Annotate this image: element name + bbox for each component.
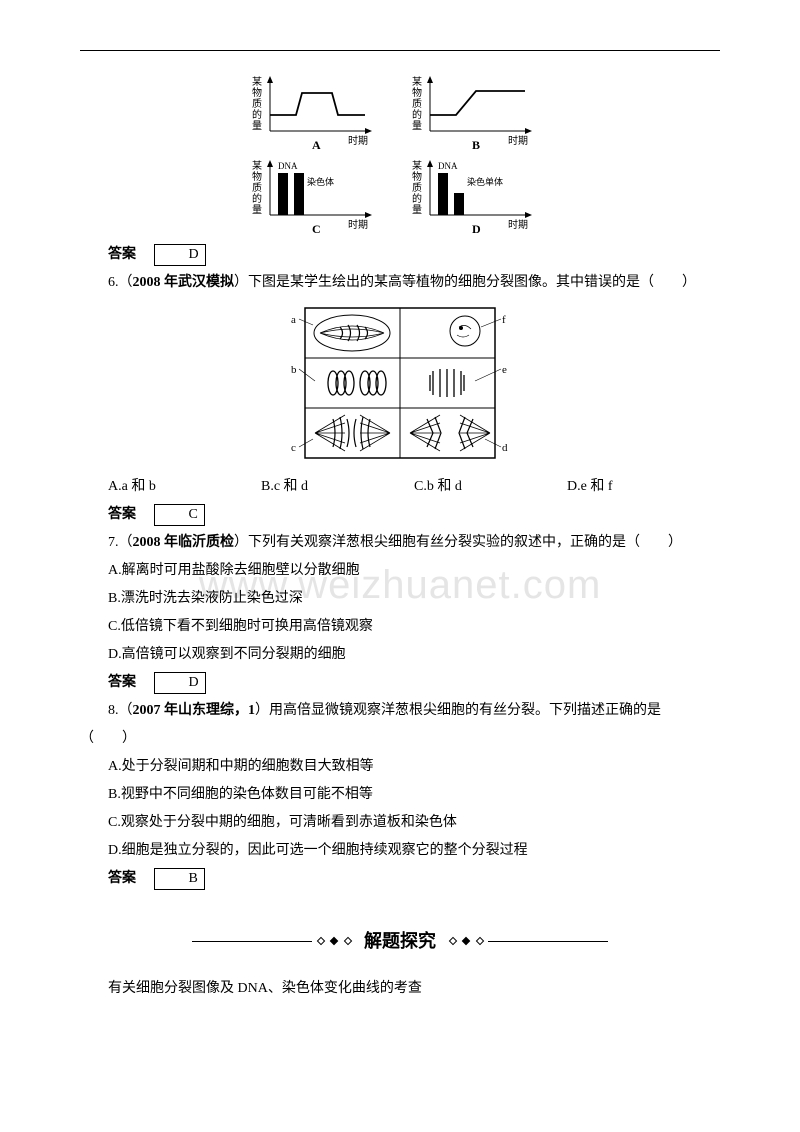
diamond-icon <box>448 937 456 945</box>
q7-option-a: A.解离时可用盐酸除去细胞壁以分散细胞 <box>80 557 720 585</box>
q6-cell-diagram: a b c f e d <box>80 303 720 463</box>
svg-text:质: 质 <box>252 182 262 194</box>
q7-option-c: C.低倍镜下看不到细胞时可换用高倍镜观察 <box>80 613 720 641</box>
q8-answer-box: B <box>154 868 205 890</box>
svg-text:某: 某 <box>252 76 262 88</box>
svg-text:物: 物 <box>412 86 422 99</box>
diamond-icon <box>330 937 338 945</box>
chart-panel-a: 某 物 质 的 量 时期 A <box>250 71 390 151</box>
svg-text:的: 的 <box>252 192 262 205</box>
q8-source: 2007 年山东理综，1 <box>133 703 256 718</box>
q8-prefix: 8.（ <box>108 703 133 718</box>
svg-text:物: 物 <box>252 170 262 183</box>
q7-option-b: B.漂洗时洗去染液防止染色过深 <box>80 585 720 613</box>
answer-label: 答案 <box>108 507 136 522</box>
svg-text:量: 量 <box>412 204 422 216</box>
q6-option-b: B.c 和 d <box>261 473 414 501</box>
q6-answer-line: 答案 C <box>80 501 720 529</box>
q6-answer-box: C <box>154 504 205 526</box>
divider-line-right <box>488 941 608 942</box>
svg-text:质: 质 <box>252 98 262 110</box>
q5-answer-line: 答案 D <box>80 241 720 269</box>
diamond-icon <box>316 937 324 945</box>
svg-text:物: 物 <box>252 86 262 99</box>
svg-text:a: a <box>291 314 296 326</box>
svg-text:质: 质 <box>412 182 422 194</box>
q6-prefix: 6.（ <box>108 275 133 290</box>
q5-answer-box: D <box>154 244 206 266</box>
chart-panel-c: 某 物 质 的 量 DNA 染色体 时期 C <box>250 155 390 235</box>
svg-text:时期: 时期 <box>508 219 528 231</box>
q7-stem: 7.（2008 年临沂质检）下列有关观察洋葱根尖细胞有丝分裂实验的叙述中，正确的… <box>80 529 720 557</box>
q7-answer-line: 答案 D <box>80 669 720 697</box>
q7-prefix: 7.（ <box>108 535 133 550</box>
q8-option-d: D.细胞是独立分裂的，因此可选一个细胞持续观察它的整个分裂过程 <box>80 837 720 865</box>
svg-text:某: 某 <box>412 160 422 172</box>
diamond-icon <box>475 937 483 945</box>
footer-text: 有关细胞分裂图像及 DNA、染色体变化曲线的考查 <box>80 975 720 1003</box>
svg-text:时期: 时期 <box>348 135 368 147</box>
svg-text:染色体: 染色体 <box>307 176 334 187</box>
svg-text:量: 量 <box>252 204 262 216</box>
svg-text:物: 物 <box>412 170 422 183</box>
diamond-icon <box>462 937 470 945</box>
q7-suffix: ）下列有关观察洋葱根尖细胞有丝分裂实验的叙述中，正确的是（ ） <box>234 535 682 550</box>
divider-title: 解题探究 <box>364 931 436 951</box>
diamond-icon <box>343 937 351 945</box>
svg-text:B: B <box>472 138 480 151</box>
svg-text:f: f <box>502 314 506 326</box>
q6-option-a: A.a 和 b <box>108 473 261 501</box>
q7-option-d: D.高倍镜可以观察到不同分裂期的细胞 <box>80 641 720 669</box>
chart-panel-b: 某 物 质 的 量 时期 B <box>410 71 550 151</box>
answer-label: 答案 <box>108 871 136 886</box>
svg-text:C: C <box>312 222 321 235</box>
svg-text:的: 的 <box>412 192 422 205</box>
q8-option-a: A.处于分裂间期和中期的细胞数目大致相等 <box>80 753 720 781</box>
svg-text:质: 质 <box>412 98 422 110</box>
q7-source: 2008 年临沂质检 <box>133 535 235 550</box>
q8-stem: 8.（2007 年山东理综，1）用高倍显微镜观察洋葱根尖细胞的有丝分裂。下列描述… <box>80 697 720 753</box>
chart-panel-d: 某 物 质 的 量 DNA 染色单体 时期 D <box>410 155 550 235</box>
svg-text:b: b <box>291 364 297 376</box>
svg-text:DNA: DNA <box>438 161 458 171</box>
svg-text:d: d <box>502 442 508 454</box>
q8-option-c: C.观察处于分裂中期的细胞，可清晰看到赤道板和染色体 <box>80 809 720 837</box>
section-divider: 解题探究 <box>80 923 720 959</box>
svg-text:e: e <box>502 364 507 376</box>
divider-line-left <box>192 941 312 942</box>
svg-text:D: D <box>472 222 481 235</box>
page-top-rule <box>80 50 720 51</box>
svg-text:DNA: DNA <box>278 161 298 171</box>
svg-text:量: 量 <box>412 120 422 132</box>
answer-label: 答案 <box>108 247 136 262</box>
svg-text:时期: 时期 <box>508 135 528 147</box>
q8-option-b: B.视野中不同细胞的染色体数目可能不相等 <box>80 781 720 809</box>
svg-text:c: c <box>291 442 296 454</box>
svg-text:量: 量 <box>252 120 262 132</box>
q7-answer-box: D <box>154 672 206 694</box>
q6-option-d: D.e 和 f <box>567 473 720 501</box>
q6-options: A.a 和 b B.c 和 d C.b 和 d D.e 和 f <box>80 473 720 501</box>
svg-text:某: 某 <box>252 160 262 172</box>
q6-suffix: ）下图是某学生绘出的某高等植物的细胞分裂图像。其中错误的是（ ） <box>234 275 696 290</box>
q6-source: 2008 年武汉模拟 <box>133 275 235 290</box>
svg-text:染色单体: 染色单体 <box>467 176 503 187</box>
q6-option-c: C.b 和 d <box>414 473 567 501</box>
answer-label: 答案 <box>108 675 136 690</box>
svg-text:时期: 时期 <box>348 219 368 231</box>
svg-text:的: 的 <box>412 108 422 121</box>
q6-stem: 6.（2008 年武汉模拟）下图是某学生绘出的某高等植物的细胞分裂图像。其中错误… <box>80 269 720 297</box>
svg-text:A: A <box>312 138 321 151</box>
svg-text:某: 某 <box>412 76 422 88</box>
chart-panel-grid: 某 物 质 的 量 时期 A 某 物 <box>80 71 720 235</box>
svg-text:的: 的 <box>252 108 262 121</box>
q8-answer-line: 答案 B <box>80 865 720 893</box>
